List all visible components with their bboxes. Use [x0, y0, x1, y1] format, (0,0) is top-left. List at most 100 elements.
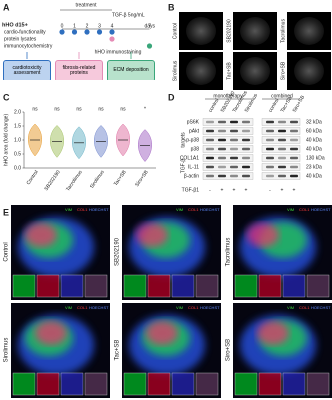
y-tick-label: 1.0	[14, 137, 21, 143]
blot-strip	[202, 136, 254, 144]
treatment-text: treatment	[75, 2, 97, 8]
blot-strip	[202, 127, 254, 135]
x-tick-label: Siro+SB	[134, 169, 150, 188]
legend-text: HOECHST	[311, 305, 331, 310]
band	[218, 174, 226, 178]
band	[230, 165, 238, 169]
inset	[123, 274, 147, 298]
legend-text: VIM	[65, 207, 72, 212]
organoid-image	[186, 57, 216, 85]
band	[278, 138, 286, 142]
band	[290, 174, 298, 178]
band	[242, 138, 250, 142]
band	[278, 174, 286, 178]
x-tick-label: Control	[26, 169, 40, 186]
band	[242, 174, 250, 178]
x-tick-label: SB202190	[43, 169, 61, 192]
image-label: Sirolimus	[172, 60, 178, 81]
protein-label: β-actin	[184, 173, 199, 179]
stain	[25, 223, 57, 247]
band	[206, 156, 214, 160]
x-tick-label: Sirolimus	[89, 169, 106, 190]
stain	[35, 321, 67, 345]
band	[266, 156, 274, 160]
band	[242, 156, 250, 160]
day-tick: 4	[111, 23, 114, 29]
band	[242, 147, 250, 151]
legend-text: VIM	[176, 305, 183, 310]
outcome-text: cardiotoxicity assessment	[3, 60, 51, 80]
blot-strip	[261, 118, 301, 126]
legend-text: HOECHST	[311, 207, 331, 212]
tgf-text: TGF-β 5ng/mL	[112, 12, 145, 18]
treatment-sign: +	[245, 187, 248, 193]
stain	[146, 321, 178, 345]
fluorescence-image	[240, 217, 316, 277]
significance: *	[144, 106, 146, 112]
band	[218, 147, 226, 151]
size-label: 40 kDa	[306, 173, 322, 179]
size-label: 130 kDa	[306, 155, 325, 161]
band	[266, 120, 274, 124]
size-label: 40 kDa	[306, 146, 322, 152]
legend-text: COL1	[299, 207, 310, 212]
inset	[60, 372, 84, 396]
inset	[36, 274, 60, 298]
protein-label: COL1A1	[180, 155, 199, 161]
blot-strip	[202, 172, 254, 180]
image-label: Control	[4, 242, 10, 261]
size-label: 60 kDa	[306, 128, 322, 134]
band	[242, 120, 250, 124]
band	[230, 156, 238, 160]
inset	[60, 274, 84, 298]
outcome-box: ECM deposition	[107, 60, 155, 80]
band	[266, 174, 274, 178]
outcome-text: fibrosis-related proteins	[55, 60, 103, 80]
group-header: combined	[271, 93, 293, 99]
legend-text: HOECHST	[89, 207, 109, 212]
dot	[109, 36, 115, 42]
dot	[146, 43, 153, 49]
band	[218, 138, 226, 142]
stain	[257, 321, 289, 345]
blot-strip	[202, 163, 254, 171]
image-label: Siro+SB	[226, 339, 232, 361]
inset	[258, 372, 282, 396]
panel-label: C	[3, 92, 10, 102]
inset	[171, 274, 195, 298]
band	[218, 129, 226, 133]
stain	[136, 223, 168, 247]
treatment-sign: +	[233, 187, 236, 193]
band	[206, 147, 214, 151]
group-label: TGF-β	[180, 159, 186, 174]
treatment-label: TGF-β1	[182, 187, 200, 193]
inset	[282, 274, 306, 298]
row-label: cardio-functionality	[4, 29, 46, 35]
band	[230, 120, 238, 124]
fluorescence-image	[129, 217, 205, 277]
dot	[109, 29, 115, 35]
day-tick: 3	[98, 23, 101, 29]
image-label: Sirolimus	[4, 338, 10, 363]
day-tick: 0	[61, 23, 64, 29]
band	[290, 165, 298, 169]
inset	[84, 372, 108, 396]
row-label: protein lysates	[4, 36, 37, 42]
x-tick-label: Tac+SB	[113, 169, 128, 187]
treatment-sign: +	[221, 187, 224, 193]
y-tick-label: 0.5	[14, 151, 21, 157]
legend-text: COL1	[188, 305, 199, 310]
band	[230, 147, 238, 151]
day-tick: 2	[86, 23, 89, 29]
fluorescence-image	[18, 315, 94, 375]
size-label: 23 kDa	[306, 164, 322, 170]
image-label: SB202190	[226, 19, 232, 43]
image-label: SB202190	[115, 237, 121, 266]
outcome-text: ECM deposition	[107, 60, 155, 80]
significance: ns	[54, 106, 60, 112]
band	[218, 120, 226, 124]
protein-label: p-p38	[186, 137, 199, 143]
band	[206, 120, 214, 124]
image-label: Siro+SB	[280, 61, 286, 80]
